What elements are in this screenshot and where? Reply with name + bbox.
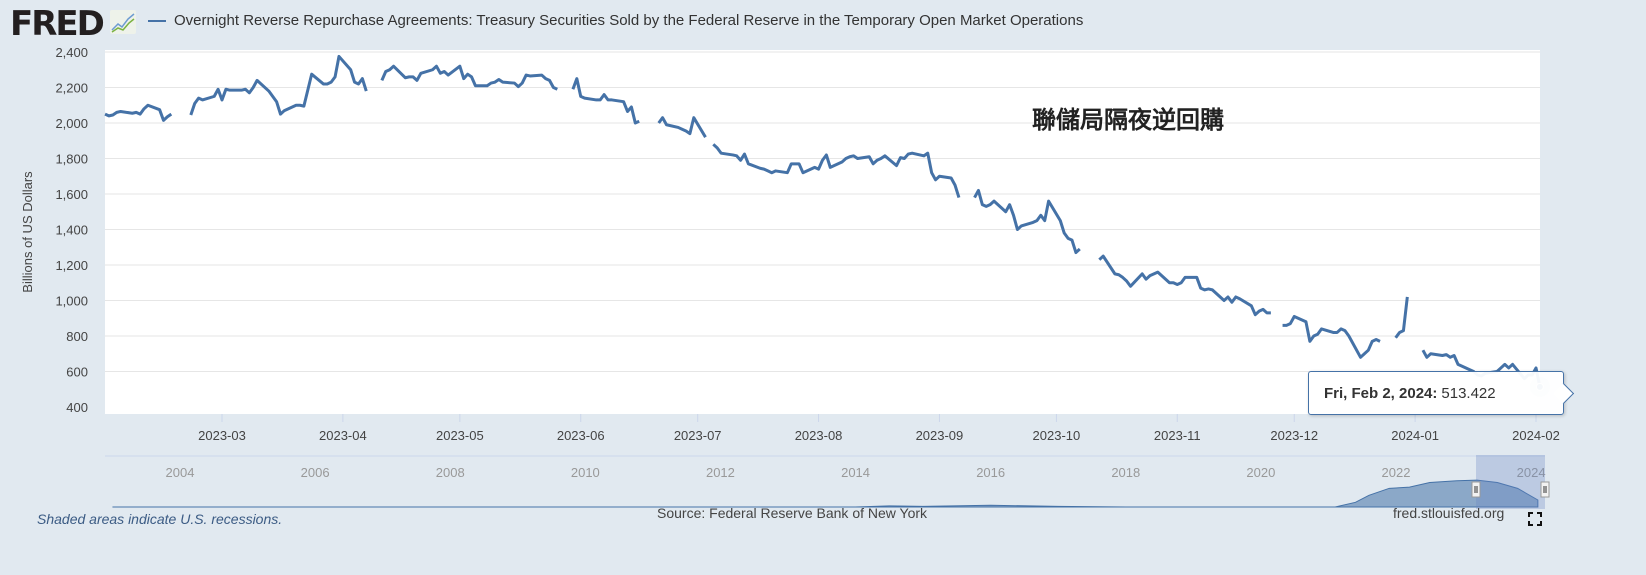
navigator-year-label: 2016 <box>976 465 1005 480</box>
x-tick-label: 2023-05 <box>436 428 484 443</box>
series-line <box>1394 296 1409 339</box>
series-line <box>712 143 961 198</box>
handle-body <box>1471 481 1481 498</box>
series-title[interactable]: Overnight Reverse Repurchase Agreements:… <box>148 12 1083 29</box>
y-tick-label: 2,000 <box>55 116 88 131</box>
y-tick-label: 1,400 <box>55 223 88 238</box>
navigator-handle[interactable] <box>1471 481 1481 498</box>
navigator-year-label: 2006 <box>301 465 330 480</box>
chart-icon <box>110 10 136 34</box>
navigator-series <box>112 479 1539 508</box>
navigator-year-label: 2022 <box>1382 465 1411 480</box>
tooltip-value: 513.422 <box>1441 384 1496 402</box>
series-line <box>104 103 173 122</box>
navigator-year-label: 2020 <box>1246 465 1275 480</box>
navigator-year-label: 2024 <box>1517 465 1546 480</box>
navigator-year-label: 2010 <box>571 465 600 480</box>
plot-area <box>105 50 1540 414</box>
x-tick-label: 2023-11 <box>1154 428 1201 443</box>
y-tick-label: 1,600 <box>55 187 88 202</box>
x-tick-label: 2024-02 <box>1512 428 1560 443</box>
y-tick-label: 2,200 <box>55 81 88 96</box>
y-tick-label: 600 <box>66 365 88 380</box>
tooltip-date: Fri, Feb 2, 2024: <box>1324 384 1438 402</box>
site-link[interactable]: fred.stlouisfed.org <box>1393 505 1505 521</box>
x-tick-label: 2023-10 <box>1033 428 1081 443</box>
navigator-year-label: 2018 <box>1111 465 1140 480</box>
y-tick-label: 800 <box>66 329 88 344</box>
navigator-handle[interactable] <box>1540 481 1550 498</box>
y-tick-label: 400 <box>66 400 88 415</box>
series-line <box>1282 314 1381 359</box>
navigator-year-label: 2012 <box>706 465 735 480</box>
y-tick-label: 1,800 <box>55 152 88 167</box>
x-tick-label: 2023-09 <box>916 428 964 443</box>
x-tick-label: 2023-03 <box>198 428 246 443</box>
fred-logo[interactable]: FRED <box>10 4 105 44</box>
y-axis-title: Billions of US Dollars <box>20 171 35 293</box>
series-line <box>973 188 1081 255</box>
y-tick-label: 2,400 <box>55 45 88 60</box>
recession-note: Shaded areas indicate U.S. recessions. <box>37 511 283 527</box>
source-text: Source: Federal Reserve Bank of New York <box>657 505 928 521</box>
tooltip: Fri, Feb 2, 2024: 513.422 <box>1308 371 1564 415</box>
series-line <box>189 54 368 116</box>
handle-body <box>1540 481 1550 498</box>
series-line <box>380 64 558 91</box>
navigator-year-label: 2014 <box>841 465 870 480</box>
x-tick-label: 2023-12 <box>1270 428 1318 443</box>
navigator-selection <box>1476 455 1545 509</box>
y-tick-label: 1,200 <box>55 258 88 273</box>
navigator-year-label: 2008 <box>436 465 465 480</box>
y-tick-label: 1,000 <box>55 294 88 309</box>
chart-annotation: 聯儲局隔夜逆回購 <box>1032 106 1224 134</box>
legend-swatch <box>148 19 166 22</box>
series-title-text: Overnight Reverse Repurchase Agreements:… <box>174 12 1084 29</box>
series-line <box>571 77 640 125</box>
series-line <box>657 116 707 138</box>
x-tick-label: 2023-04 <box>319 428 367 443</box>
navigator-year-label: 2004 <box>166 465 195 480</box>
x-tick-label: 2024-01 <box>1391 428 1439 443</box>
x-tick-label: 2023-08 <box>795 428 843 443</box>
series-line <box>1098 254 1271 317</box>
x-tick-label: 2023-06 <box>557 428 605 443</box>
fullscreen-icon[interactable] <box>1528 512 1542 526</box>
x-tick-label: 2023-07 <box>674 428 722 443</box>
